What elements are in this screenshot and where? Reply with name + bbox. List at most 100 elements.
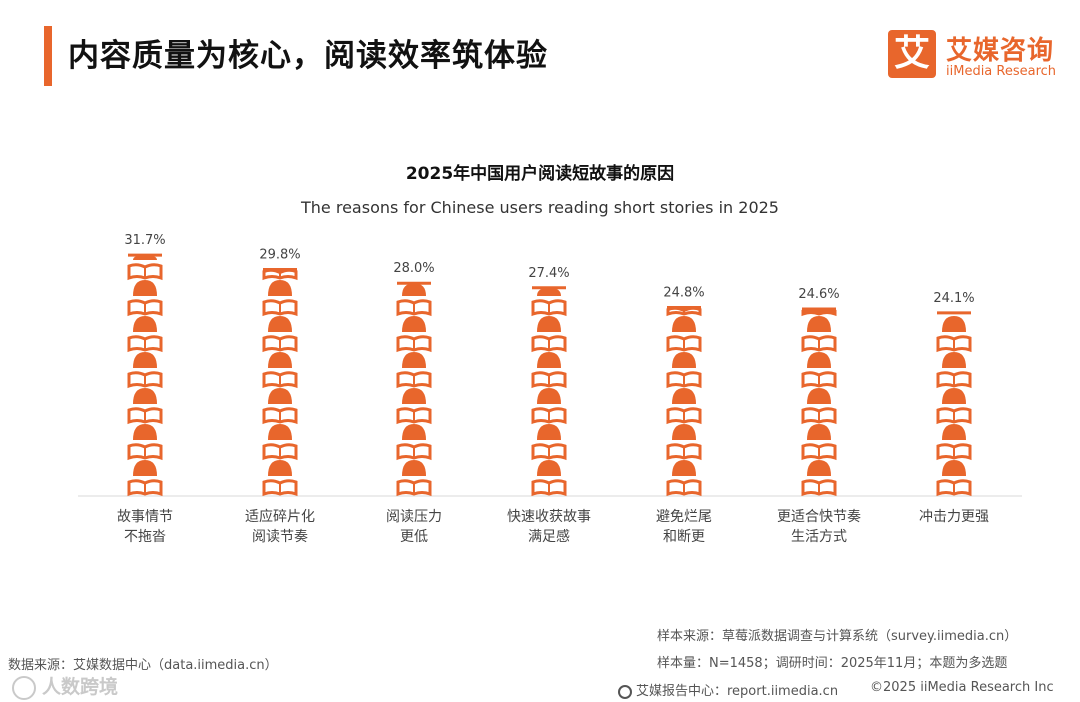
reader-glyph (537, 352, 561, 368)
watermark-text: 人数跨境 (42, 676, 119, 698)
reader-glyph (942, 424, 966, 440)
iimedia-logo: 艾 艾媒咨询 iiMedia Research (888, 30, 1068, 82)
reader-glyph (537, 460, 561, 476)
value-label-3: 28.0% (393, 261, 434, 276)
chart-title: 2025年中国用户阅读短故事的原因 (406, 163, 674, 184)
reader-glyph (133, 316, 157, 332)
reader-glyph (807, 460, 831, 476)
book-glyph (936, 443, 972, 461)
reader-glyph (672, 424, 696, 440)
report-center-text: 艾媒报告中心：report.iimedia.cn (636, 684, 839, 699)
reader-glyph (133, 424, 157, 440)
category-label-1: 故事情节 (117, 509, 173, 525)
bar-7 (936, 316, 972, 497)
reader-glyph (133, 352, 157, 368)
reader-glyph (942, 388, 966, 404)
reader-glyph (537, 287, 561, 296)
category-label-5: 和断更 (663, 529, 705, 545)
reader-glyph (807, 424, 831, 440)
reader-glyph (942, 316, 966, 332)
reader-glyph (672, 460, 696, 476)
reader-glyph (672, 316, 696, 332)
reader-glyph (402, 424, 426, 440)
book-glyph (262, 407, 298, 425)
category-label-4: 快速收获故事 (507, 509, 591, 525)
book-glyph (262, 371, 298, 389)
reader-glyph (133, 460, 157, 476)
book-glyph (936, 479, 972, 497)
book-glyph (531, 299, 567, 317)
reader-glyph (537, 316, 561, 332)
value-label-2: 29.8% (259, 248, 300, 263)
book-glyph (801, 371, 837, 389)
book-glyph (531, 479, 567, 497)
book-glyph (127, 479, 163, 497)
page-title: 内容质量为核心，阅读效率筑体验 (68, 38, 548, 74)
book-glyph (127, 299, 163, 317)
category-label-6: 更适合快节奏 (777, 509, 861, 525)
reader-glyph (537, 388, 561, 404)
sample-size-note: 样本量：N=1458；调研时间：2025年11月；本题为多选题 (657, 656, 1008, 671)
globe-icon (618, 684, 632, 699)
category-label-2: 阅读节奏 (252, 528, 308, 545)
book-glyph (936, 335, 972, 353)
category-label-4: 满足感 (528, 528, 570, 545)
reader-glyph (133, 388, 157, 404)
book-glyph (262, 479, 298, 497)
book-glyph (666, 335, 702, 353)
book-glyph (531, 443, 567, 461)
bar-5 (666, 306, 702, 497)
bar-4 (531, 287, 567, 497)
reader-glyph (268, 280, 292, 296)
bar-6 (801, 308, 837, 497)
book-glyph (262, 443, 298, 461)
reader-glyph (807, 352, 831, 368)
sample-source-note: 样本来源：草莓派数据调查与计算系统（survey.iimedia.cn） (657, 629, 1018, 644)
reader-glyph (672, 388, 696, 404)
reader-glyph (268, 460, 292, 476)
book-glyph (666, 479, 702, 497)
category-label-7: 冲击力更强 (919, 509, 989, 525)
report-center-link[interactable]: 艾媒报告中心：report.iimedia.cn (618, 680, 838, 699)
book-glyph (801, 443, 837, 461)
reader-glyph (268, 388, 292, 404)
reader-glyph (402, 388, 426, 404)
reader-glyph (807, 316, 831, 332)
reader-glyph (807, 388, 831, 404)
reasons-bar-chart: 2025年中国用户阅读短故事的原因 The reasons for Chinese… (78, 163, 1022, 545)
book-glyph (801, 479, 837, 497)
book-glyph (936, 407, 972, 425)
book-glyph (396, 299, 432, 317)
logo-english-name: iiMedia Research (946, 64, 1057, 79)
book-glyph (127, 371, 163, 389)
logo-mark: 艾 (888, 30, 936, 78)
book-glyph (396, 479, 432, 497)
book-glyph (127, 335, 163, 353)
watermark-icon (12, 675, 36, 700)
book-glyph (127, 443, 163, 461)
reader-glyph (133, 280, 157, 296)
book-glyph (666, 407, 702, 425)
reader-glyph (942, 352, 966, 368)
book-glyph (262, 299, 298, 317)
bar-1 (127, 255, 163, 497)
bar-2 (262, 268, 298, 497)
value-label-6: 24.6% (798, 287, 839, 302)
book-glyph (531, 371, 567, 389)
book-glyph (666, 371, 702, 389)
value-label-4: 27.4% (528, 266, 569, 281)
watermark: 人数跨境 (12, 672, 118, 700)
book-glyph (531, 335, 567, 353)
reader-glyph (537, 424, 561, 440)
book-glyph (396, 335, 432, 353)
reader-glyph (268, 352, 292, 368)
reader-glyph (268, 316, 292, 332)
reader-glyph (402, 460, 426, 476)
category-label-5: 避免烂尾 (656, 509, 712, 525)
reader-glyph (402, 283, 426, 296)
reader-glyph (402, 316, 426, 332)
category-label-3: 更低 (400, 529, 428, 545)
category-label-3: 阅读压力 (386, 508, 442, 525)
bar-3 (396, 283, 432, 497)
reader-glyph (402, 352, 426, 368)
